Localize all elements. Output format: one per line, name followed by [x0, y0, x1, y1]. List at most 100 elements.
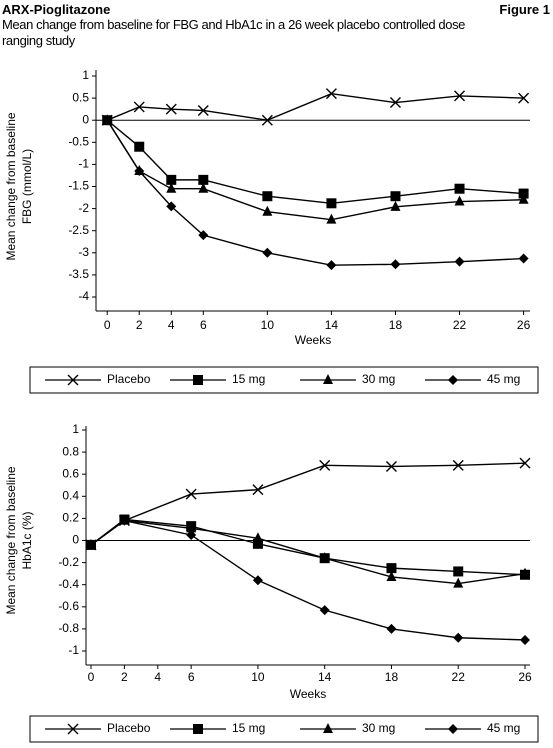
y-tick-label: -0.2 — [58, 555, 79, 569]
legend-label: Placebo — [107, 721, 151, 735]
y-tick-label: -1 — [78, 157, 89, 171]
marker-square — [166, 174, 177, 185]
marker-diamond — [134, 166, 145, 177]
marker-triangle — [252, 532, 263, 543]
figure-label: Figure 1 — [499, 2, 550, 17]
legend-marker — [448, 724, 458, 734]
y-axis-label: HbA1c (%) — [20, 511, 34, 569]
legend-label: 45 mg — [487, 372, 520, 386]
legend-label: 30 mg — [362, 372, 395, 386]
y-axis-label: Mean change from baseline — [4, 112, 18, 260]
series-line — [90, 519, 526, 585]
marker-square — [262, 191, 273, 202]
y-tick-label: -0.8 — [58, 621, 79, 635]
x-tick-label: 26 — [517, 318, 531, 332]
legend-marker — [323, 723, 333, 733]
x-tick-label: 0 — [104, 318, 111, 332]
y-tick-label: -2 — [78, 201, 89, 215]
legend-marker — [323, 374, 333, 384]
marker-triangle — [390, 200, 401, 211]
marker-triangle — [326, 213, 337, 224]
x-tick-label: 6 — [200, 318, 207, 332]
marker-diamond — [326, 260, 337, 271]
y-tick-label: 0.2 — [62, 511, 79, 525]
marker-diamond — [86, 539, 97, 550]
marker-triangle — [319, 552, 330, 563]
marker-triangle — [454, 195, 465, 206]
marker-x — [452, 459, 464, 471]
marker-x — [261, 114, 273, 126]
legend-label: 30 mg — [362, 721, 395, 735]
legend-label: 15 mg — [232, 372, 265, 386]
legend-marker — [193, 724, 203, 734]
legend-marker — [193, 375, 203, 385]
marker-x — [519, 457, 531, 469]
y-tick-label: 0 — [82, 112, 89, 126]
x-tick-label: 18 — [389, 318, 403, 332]
y-axis-label: Mean change from baseline — [4, 466, 18, 614]
marker-diamond — [262, 247, 273, 258]
marker-diamond — [119, 515, 130, 526]
y-tick-label: 0.4 — [62, 488, 79, 502]
marker-diamond — [319, 605, 330, 616]
series-line — [90, 518, 526, 576]
marker-diamond — [186, 529, 197, 540]
marker-x — [252, 484, 264, 496]
x-tick-label: 18 — [385, 670, 399, 684]
marker-square — [390, 191, 401, 202]
x-tick-label: 26 — [518, 670, 532, 684]
y-tick-label: 0.5 — [72, 90, 89, 104]
marker-x — [518, 92, 530, 104]
marker-x — [197, 104, 209, 116]
marker-x — [389, 97, 401, 109]
marker-diamond — [519, 634, 530, 645]
x-tick-label: 4 — [168, 318, 175, 332]
x-tick-label: 22 — [452, 670, 466, 684]
y-tick-label: -3.5 — [68, 267, 89, 281]
legend-box — [29, 715, 539, 743]
y-tick-label: 0 — [72, 533, 79, 547]
y-tick-label: -3 — [78, 245, 89, 259]
marker-square — [518, 188, 529, 199]
marker-diamond — [518, 253, 529, 264]
y-tick-label: -0.6 — [58, 599, 79, 613]
x-tick-label: 2 — [121, 670, 128, 684]
x-tick-label: 14 — [318, 670, 332, 684]
subtitle: Mean change from baseline for FBG and Hb… — [2, 17, 466, 48]
legend-box — [29, 366, 539, 394]
y-tick-label: -1.5 — [68, 179, 89, 193]
x-tick-label: 10 — [261, 318, 275, 332]
marker-diamond — [390, 259, 401, 270]
marker-triangle — [186, 522, 197, 533]
marker-triangle — [519, 567, 530, 578]
y-tick-label: 1 — [72, 422, 79, 436]
legend-marker — [448, 375, 458, 385]
legend-label: 45 mg — [487, 721, 520, 735]
x-tick-label: 14 — [325, 318, 339, 332]
x-tick-label: 2 — [136, 318, 143, 332]
legend-label: 15 mg — [232, 721, 265, 735]
marker-x — [133, 101, 145, 113]
marker-square — [454, 183, 465, 194]
x-tick-label: 6 — [188, 670, 195, 684]
marker-diamond — [386, 623, 397, 634]
marker-x — [385, 460, 397, 472]
y-tick-label: 0.8 — [62, 444, 79, 458]
y-tick-label: 1 — [82, 68, 89, 82]
title: ARX-Pioglitazone — [2, 2, 111, 17]
marker-triangle — [453, 577, 464, 588]
x-tick-label: 22 — [453, 318, 467, 332]
y-tick-label: -0.5 — [68, 134, 89, 148]
x-axis-label: Weeks — [295, 333, 331, 347]
marker-x — [185, 488, 197, 500]
marker-diamond — [166, 201, 177, 212]
marker-square — [386, 563, 397, 574]
x-axis-label: Weeks — [290, 687, 326, 701]
y-tick-label: -1 — [68, 643, 79, 657]
legend-marker — [67, 723, 79, 735]
marker-triangle — [386, 570, 397, 581]
marker-square — [326, 198, 337, 209]
marker-square — [134, 141, 145, 152]
marker-diamond — [454, 256, 465, 267]
